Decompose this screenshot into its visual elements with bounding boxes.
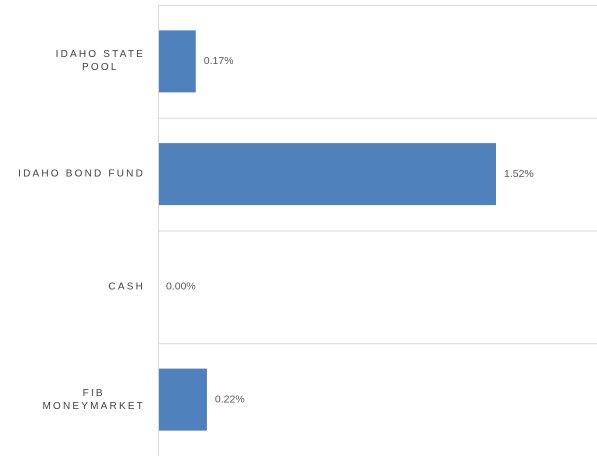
category-label: IDAHO STATE POOL xyxy=(55,49,145,74)
category-label: IDAHO BOND FUND xyxy=(18,168,145,180)
category-label: FIB MONEYMARKET xyxy=(42,387,145,412)
bar xyxy=(159,143,496,206)
category-label: CASH xyxy=(108,281,145,293)
value-label: 1.52% xyxy=(504,168,534,180)
value-label: 0.22% xyxy=(215,393,245,405)
value-label: 0.00% xyxy=(166,281,196,293)
bar xyxy=(159,30,196,93)
bar xyxy=(159,368,207,431)
value-label: 0.17% xyxy=(204,55,234,67)
